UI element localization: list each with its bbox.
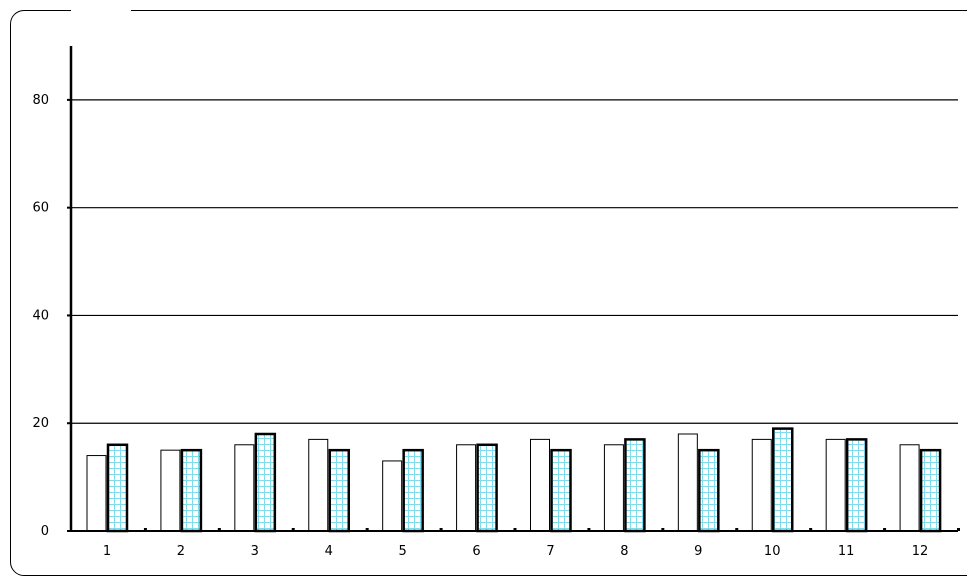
- x-tick-label: 12: [912, 544, 929, 559]
- x-tick-mark: [513, 528, 517, 531]
- x-tick-label: 11: [838, 544, 855, 559]
- bar: [476, 443, 498, 533]
- x-tick-mark: [439, 528, 443, 531]
- bar: [382, 460, 403, 532]
- bar: [624, 438, 646, 533]
- x-tick-mark: [661, 528, 665, 531]
- gridlines: [71, 99, 958, 424]
- bar: [254, 432, 277, 533]
- bar: [825, 438, 846, 532]
- bar: [603, 444, 624, 532]
- bar: [772, 427, 794, 533]
- x-tick-label: 4: [325, 544, 333, 559]
- x-tick-mark: [809, 528, 813, 531]
- x-tick-label: 7: [546, 544, 554, 559]
- bar: [160, 449, 181, 532]
- x-tick-mark: [957, 528, 960, 531]
- bar: [456, 444, 477, 532]
- y-tick-label: 40: [32, 308, 49, 323]
- bar: [899, 444, 920, 532]
- x-tick-label: 10: [764, 544, 781, 559]
- x-tick-mark: [587, 528, 591, 531]
- bar: [550, 448, 572, 533]
- bar: [677, 433, 698, 532]
- bar: [530, 438, 550, 532]
- x-tick-label: 2: [177, 544, 185, 559]
- bar: [106, 443, 129, 533]
- bar: [402, 448, 424, 533]
- x-tick-label: 6: [472, 544, 480, 559]
- y-tick-label: 80: [32, 93, 49, 108]
- y-tick-label: 60: [32, 201, 49, 216]
- bar: [180, 448, 203, 533]
- bar: [751, 438, 772, 532]
- x-tick-label: 8: [620, 544, 628, 559]
- x-tick-label: 3: [251, 544, 259, 559]
- bar: [308, 438, 329, 532]
- x-tick-mark: [365, 528, 369, 531]
- x-tick-label: 9: [694, 544, 702, 559]
- bar: [234, 444, 255, 532]
- x-tick-mark: [883, 528, 887, 531]
- x-tick-mark: [291, 528, 295, 531]
- chart-title: [71, 0, 131, 17]
- bar: [698, 448, 720, 533]
- x-tick-mark: [143, 528, 147, 531]
- bar: [86, 455, 107, 532]
- bars: [86, 427, 942, 533]
- bar: [328, 448, 350, 533]
- y-tick-label: 0: [41, 524, 49, 539]
- y-tick-label: 20: [32, 416, 49, 431]
- bar: [845, 438, 868, 533]
- bar: [919, 448, 942, 533]
- x-tick-label: 1: [103, 544, 111, 559]
- x-tick-mark: [217, 528, 221, 531]
- x-tick-mark: [735, 528, 739, 531]
- x-tick-label: 5: [398, 544, 406, 559]
